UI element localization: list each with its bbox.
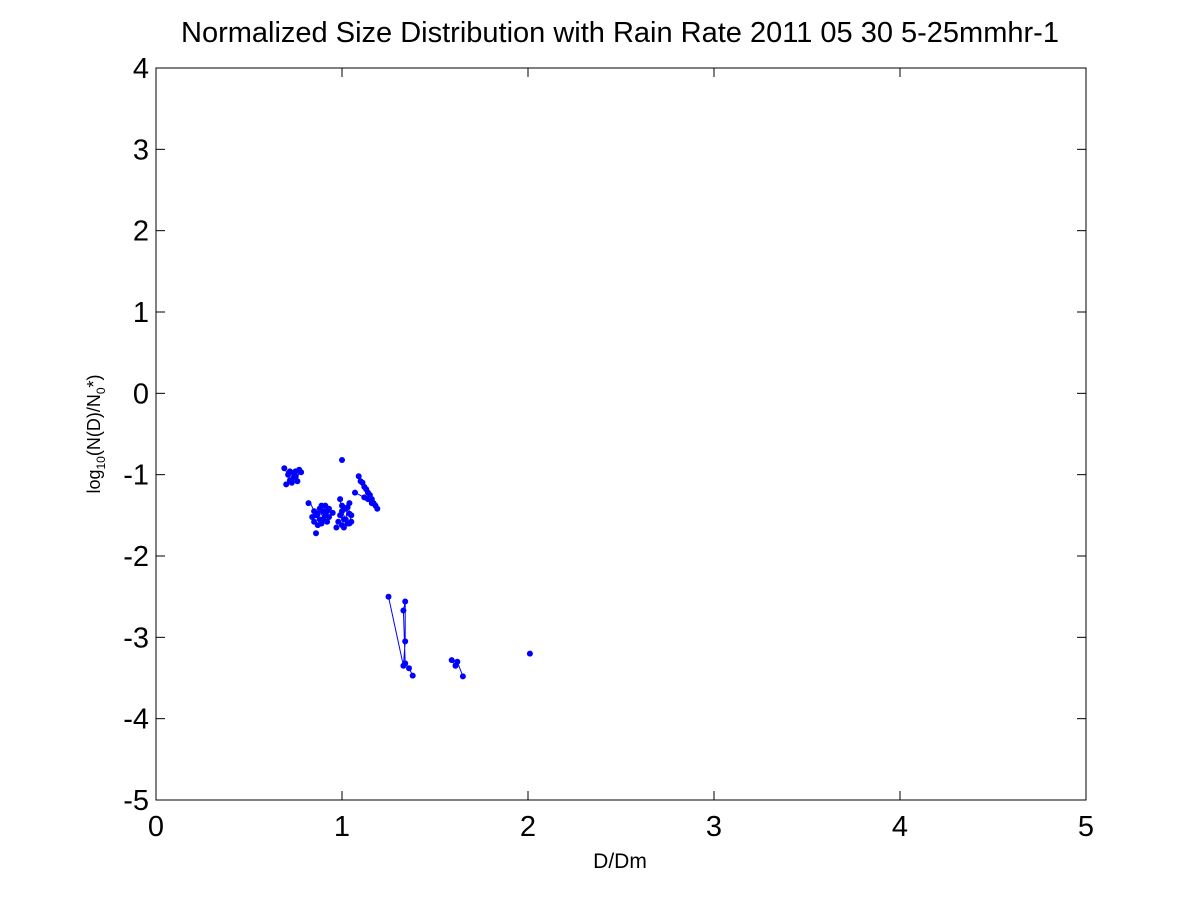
data-point (346, 500, 353, 507)
x-tick-label: 5 (1078, 811, 1094, 843)
data-point (324, 518, 331, 525)
data-point (526, 650, 533, 657)
data-point (402, 598, 409, 605)
data-point (409, 672, 416, 679)
y-tick-label: 4 (133, 53, 149, 85)
series-points (281, 457, 533, 680)
data-point (283, 481, 290, 488)
x-tick-label: 3 (706, 811, 722, 843)
data-point (402, 660, 409, 667)
data-point (339, 457, 345, 463)
y-tick-label: -5 (123, 785, 149, 817)
y-axis-label-sub2: 0 (94, 387, 108, 394)
y-tick-label: 1 (133, 297, 149, 329)
data-point (326, 514, 332, 520)
data-point (355, 473, 362, 480)
data-point (288, 479, 295, 486)
y-tick-label: 0 (133, 378, 149, 410)
series-line (388, 596, 414, 676)
data-point (402, 638, 409, 645)
data-point (448, 657, 455, 664)
x-tick-label: 1 (334, 811, 350, 843)
data-point (454, 658, 461, 665)
y-tick-label: -2 (123, 541, 149, 573)
plot-frame (155, 67, 1087, 801)
x-tick-label: 0 (148, 811, 164, 843)
data-point (298, 469, 305, 476)
y-axis-label-prefix: log (84, 470, 104, 494)
data-point (305, 500, 312, 507)
data-point (340, 524, 347, 531)
x-tick-label: 2 (520, 811, 536, 843)
data-point (333, 524, 340, 531)
data-point (292, 473, 299, 480)
plot-area: 0 1 2 3 4 5 4 3 2 1 0 -1 -2 -3 -4 -5 (123, 53, 1094, 843)
y-axis-label-suffix: *) (84, 374, 104, 387)
y-ticks: 4 3 2 1 0 -1 -2 -3 -4 -5 (123, 53, 1086, 817)
y-axis-label: log10(N(D)/N0*) (84, 374, 108, 493)
data-point (337, 496, 344, 503)
x-tick-label: 4 (892, 811, 908, 843)
data-point (294, 478, 301, 485)
data-point (314, 510, 321, 517)
y-tick-label: 3 (133, 134, 149, 166)
data-point (281, 465, 288, 472)
x-axis-label: D/Dm (593, 850, 647, 873)
y-tick-label: -1 (123, 460, 149, 492)
data-point (348, 512, 355, 519)
y-tick-label: -4 (123, 704, 149, 736)
data-point (329, 509, 336, 516)
data-point (400, 607, 407, 614)
y-tick-label: 2 (133, 216, 149, 248)
data-point (348, 518, 355, 525)
data-point (313, 530, 319, 537)
data-point (326, 505, 332, 512)
y-axis-label-middle: (N(D)/N (84, 394, 104, 456)
data-point (352, 489, 358, 496)
y-axis-label-sub1: 10 (94, 456, 108, 470)
chart-title: Normalized Size Distribution with Rain R… (181, 17, 1059, 49)
data-point (374, 505, 381, 512)
data-point (459, 673, 466, 680)
x-ticks: 0 1 2 3 4 5 (148, 68, 1094, 843)
y-tick-label: -3 (123, 622, 149, 654)
data-point (406, 665, 412, 672)
data-point (385, 593, 392, 600)
